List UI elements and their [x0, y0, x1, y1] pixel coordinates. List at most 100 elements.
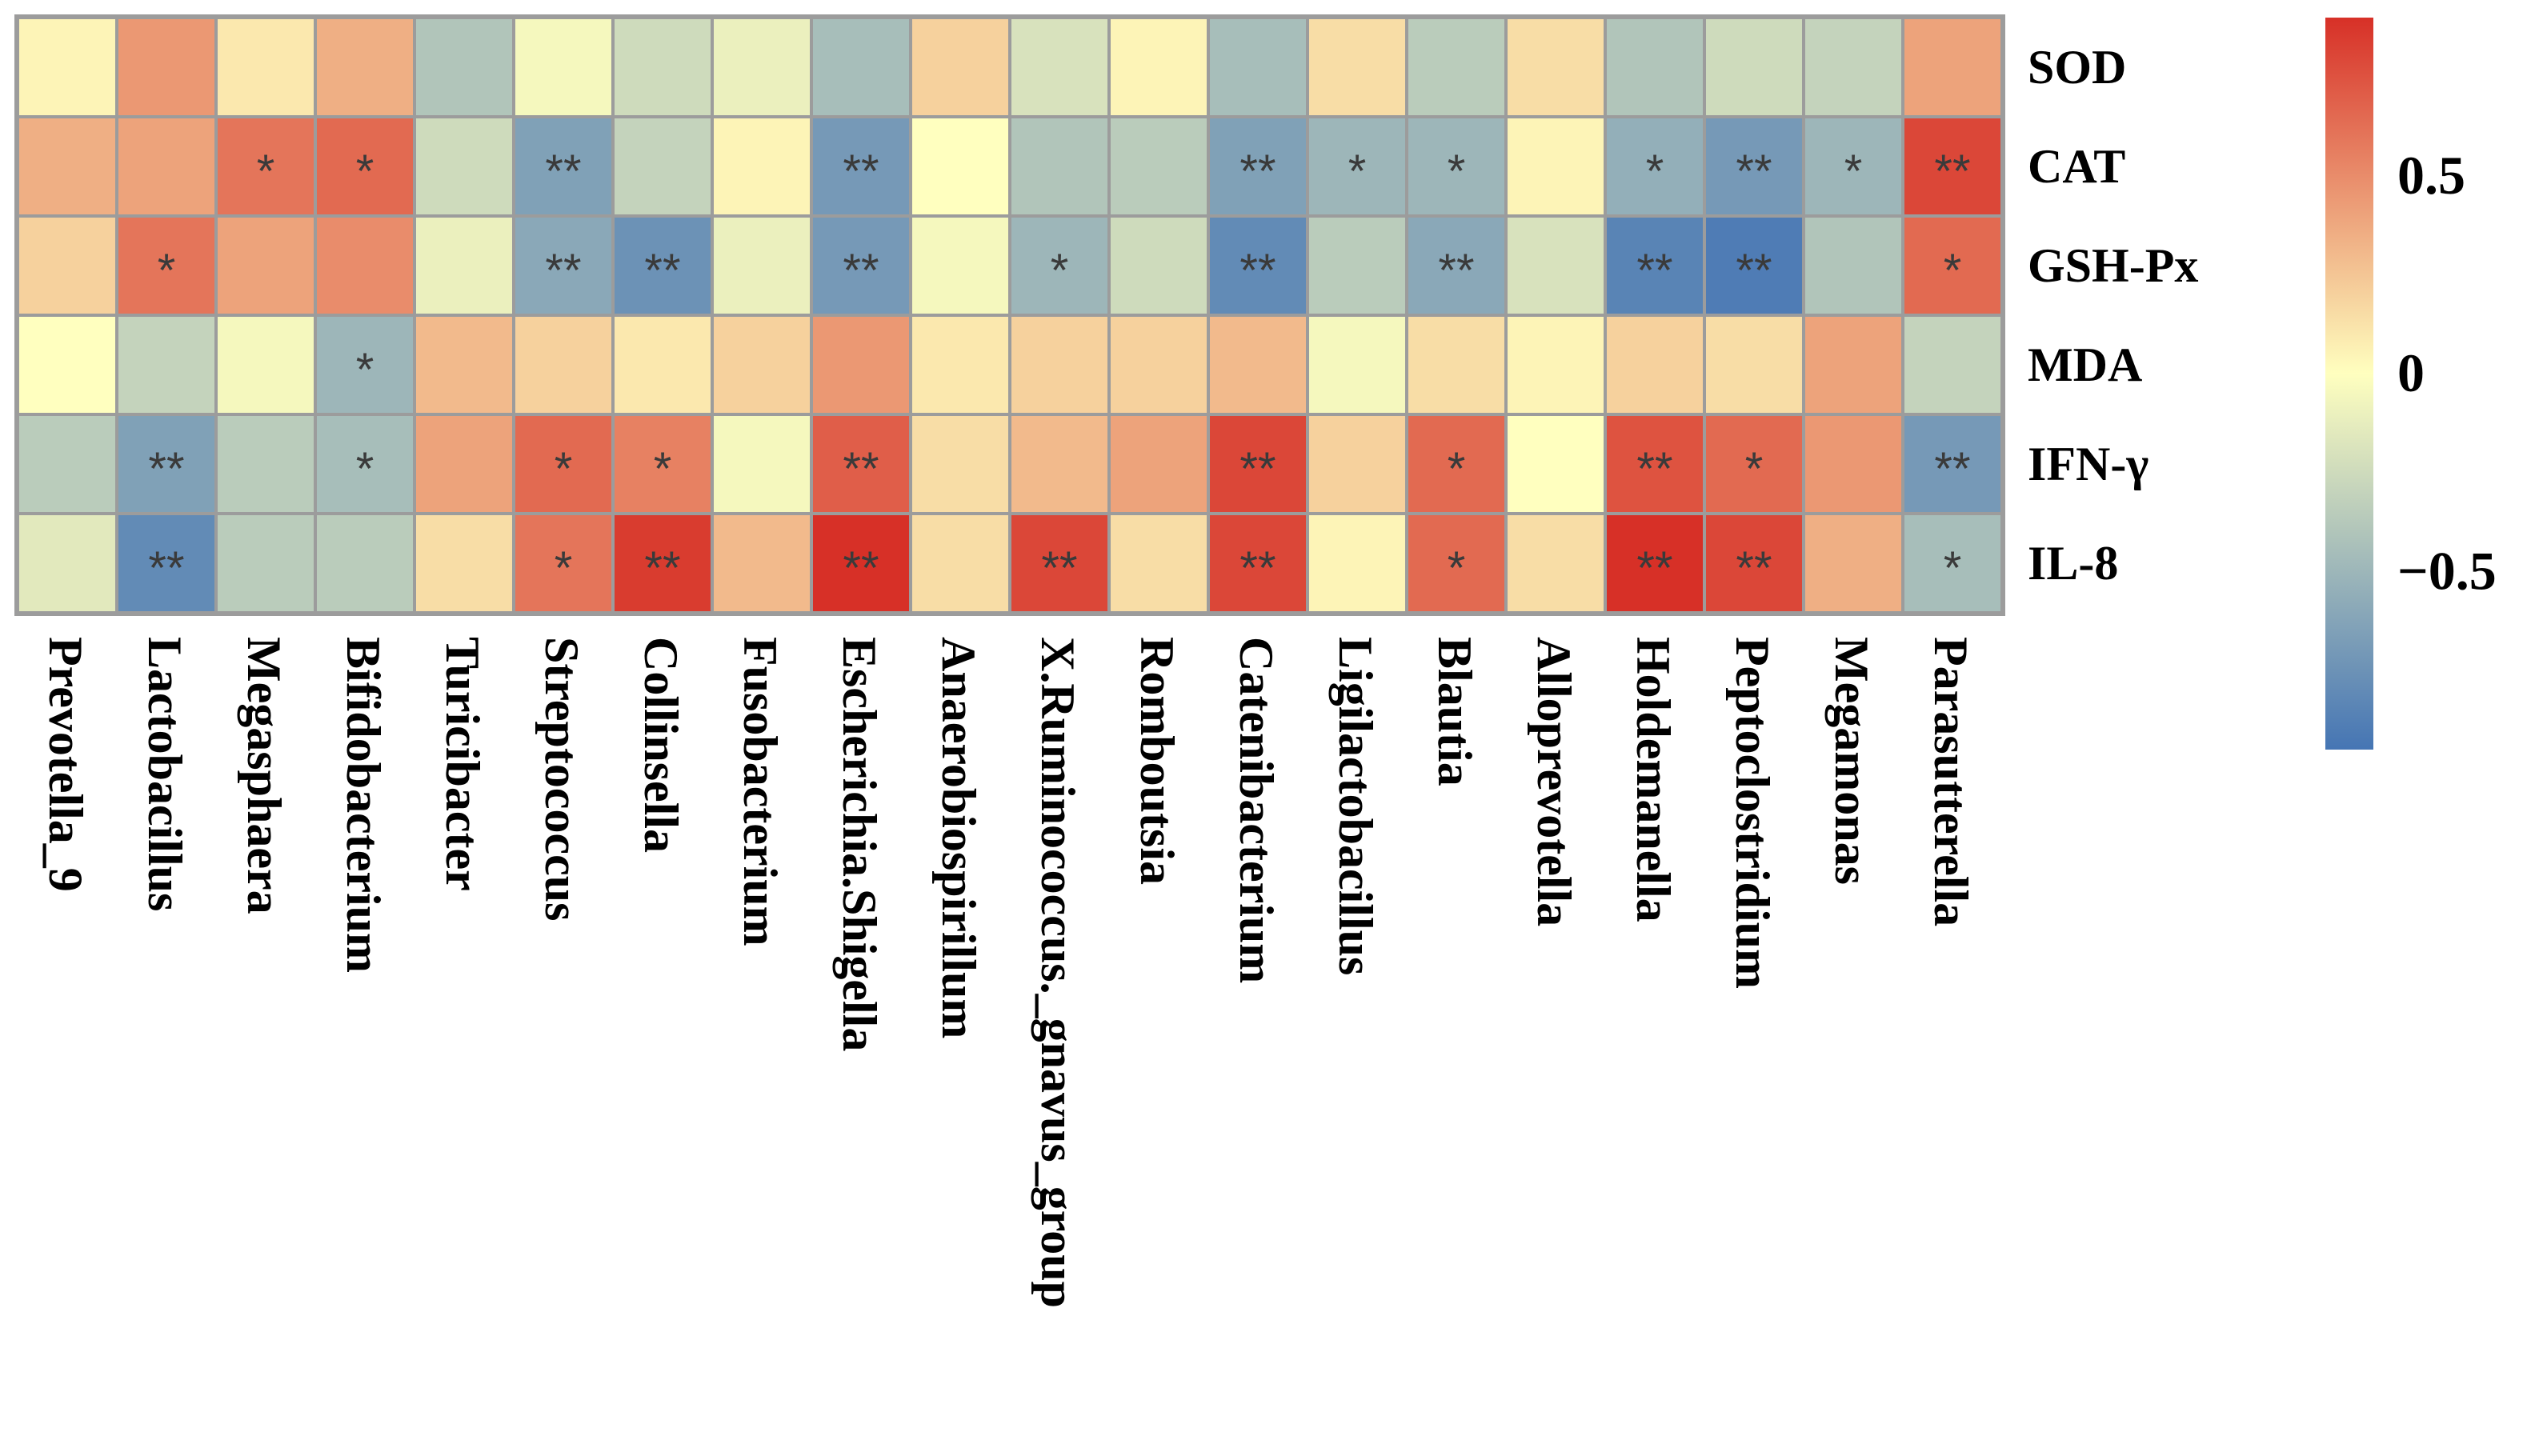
heatmap-cell-4-15 [1508, 416, 1604, 512]
heatmap-cell-4-3 [317, 416, 413, 512]
heatmap-cell-4-12 [1210, 416, 1306, 512]
heatmap-cell-3-11 [1111, 317, 1207, 413]
heatmap-cell-0-9 [912, 19, 1008, 115]
heatmap-cell-2-11 [1111, 218, 1207, 314]
heatmap-cell-2-8 [813, 218, 909, 314]
column-label-2: Megasphaera [238, 637, 290, 914]
heatmap-cell-0-4 [416, 19, 512, 115]
heatmap-cell-0-1 [118, 19, 214, 115]
heatmap-cell-3-5 [515, 317, 611, 413]
heatmap-cell-1-4 [416, 118, 512, 214]
heatmap-cell-4-13 [1309, 416, 1405, 512]
significance-mark-4-16: ** [1636, 443, 1672, 495]
heatmap-cell-4-18 [1805, 416, 1901, 512]
heatmap-cell-2-7 [714, 218, 810, 314]
significance-mark-5-16: ** [1636, 542, 1672, 594]
heatmap-cell-1-16 [1607, 118, 1703, 214]
row-label-3: MDA [2028, 338, 2142, 391]
heatmap-cell-4-9 [912, 416, 1008, 512]
heatmap-cell-4-10 [1011, 416, 1107, 512]
column-labels: Prevotella_9 Lactobacillus Megasphaera Bifi… [39, 637, 1977, 1308]
significance-mark-5-1: ** [148, 542, 184, 594]
heatmap-cell-1-19 [1904, 118, 2000, 214]
heatmap-cell-0-6 [615, 19, 711, 115]
heatmap-cell-0-17 [1706, 19, 1802, 115]
heatmap-cell-3-15 [1508, 317, 1604, 413]
heatmap-cell-4-4 [416, 416, 512, 512]
heatmap-cell-4-19 [1904, 416, 2000, 512]
heatmap-cell-5-11 [1111, 515, 1207, 611]
heatmap-cell-4-2 [218, 416, 314, 512]
heatmap-cell-0-8 [813, 19, 909, 115]
row-label-0: SOD [2028, 41, 2126, 94]
significance-mark-1-12: ** [1239, 146, 1276, 198]
heatmap-cell-4-0 [19, 416, 115, 512]
heatmap-cell-0-5 [515, 19, 611, 115]
heatmap-cell-5-3 [317, 515, 413, 611]
heatmap-cell-5-0 [19, 515, 115, 611]
significance-mark-1-19: ** [1934, 146, 1970, 198]
heatmap-cell-3-6 [615, 317, 711, 413]
heatmap-cell-1-1 [118, 118, 214, 214]
heatmap-cell-2-2 [218, 218, 314, 314]
column-label-7: Fusobacterium [734, 637, 787, 946]
heatmap-cell-1-9 [912, 118, 1008, 214]
row-labels: SOD CAT GSH-Px MDA IFN-γ IL-8 [2028, 41, 2198, 590]
column-label-14: Blautia [1428, 637, 1481, 786]
significance-mark-1-8: ** [843, 146, 879, 198]
heatmap-cell-1-7 [714, 118, 810, 214]
significance-mark-2-19: * [1944, 245, 1962, 297]
heatmap-cell-5-6 [615, 515, 711, 611]
heatmap-cell-1-10 [1011, 118, 1107, 214]
row-label-1: CAT [2028, 140, 2125, 193]
heatmap-cell-3-12 [1210, 317, 1306, 413]
significance-mark-4-1: ** [148, 443, 184, 495]
heatmap-cell-2-1 [118, 218, 214, 314]
heatmap-cell-2-10 [1011, 218, 1107, 314]
heatmap-cell-1-14 [1408, 118, 1504, 214]
heatmap-cell-5-8 [813, 515, 909, 611]
heatmap-cell-3-4 [416, 317, 512, 413]
significance-mark-2-17: ** [1736, 245, 1772, 297]
heatmap-cell-2-9 [912, 218, 1008, 314]
heatmap-cell-4-16 [1607, 416, 1703, 512]
heatmap-cell-5-19 [1904, 515, 2000, 611]
heatmap-cell-2-5 [515, 218, 611, 314]
significance-mark-5-19: * [1944, 542, 1962, 594]
column-label-9: Anaerobiospirillum [932, 637, 985, 1038]
significance-mark-5-6: ** [644, 542, 680, 594]
row-label-4: IFN-γ [2028, 438, 2149, 490]
row-label-2: GSH-Px [2028, 239, 2198, 292]
heatmap-cell-2-0 [19, 218, 115, 314]
legend-color-bar [2325, 18, 2373, 750]
column-label-12: Catenibacterium [1230, 637, 1283, 983]
significance-mark-2-10: * [1051, 245, 1069, 297]
heatmap-cell-3-13 [1309, 317, 1405, 413]
significance-mark-4-8: ** [843, 443, 879, 495]
column-label-11: Romboutsia [1131, 637, 1183, 885]
heatmap-cell-3-14 [1408, 317, 1504, 413]
column-label-5: Streptococcus [535, 637, 588, 922]
heatmap-cell-2-15 [1508, 218, 1604, 314]
significance-mark-4-19: ** [1934, 443, 1970, 495]
heatmap-cell-5-1 [118, 515, 214, 611]
heatmap-cell-0-14 [1408, 19, 1504, 115]
heatmap-cell-2-18 [1805, 218, 1901, 314]
heatmap-cell-5-13 [1309, 515, 1405, 611]
column-label-18: Megamonas [1825, 637, 1878, 885]
heatmap-cell-0-13 [1309, 19, 1405, 115]
heatmap-cell-0-10 [1011, 19, 1107, 115]
heatmap-cell-2-4 [416, 218, 512, 314]
significance-mark-1-3: * [356, 146, 374, 198]
heatmap-cell-0-16 [1607, 19, 1703, 115]
heatmap-cell-5-7 [714, 515, 810, 611]
column-label-4: Turicibacter [436, 637, 489, 891]
heatmap-cell-5-2 [218, 515, 314, 611]
color-legend: 0.5 0 −0.5 [2325, 18, 2497, 750]
heatmap-cell-5-12 [1210, 515, 1306, 611]
heatmap-cell-4-6 [615, 416, 711, 512]
heatmap-cell-2-14 [1408, 218, 1504, 314]
heatmap-cell-3-17 [1706, 317, 1802, 413]
significance-mark-2-6: ** [644, 245, 680, 297]
